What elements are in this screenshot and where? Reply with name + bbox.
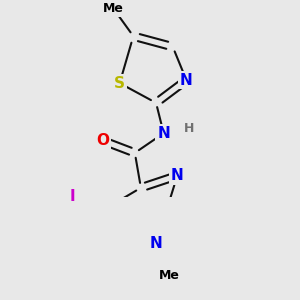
Text: N: N [180, 73, 193, 88]
Text: S: S [114, 76, 125, 91]
Text: I: I [70, 189, 76, 204]
Text: N: N [171, 168, 184, 183]
Text: Me: Me [103, 2, 124, 15]
Text: N: N [150, 236, 162, 251]
Text: O: O [97, 133, 110, 148]
Text: Me: Me [159, 269, 180, 282]
Text: N: N [157, 126, 170, 141]
Text: H: H [184, 122, 195, 135]
